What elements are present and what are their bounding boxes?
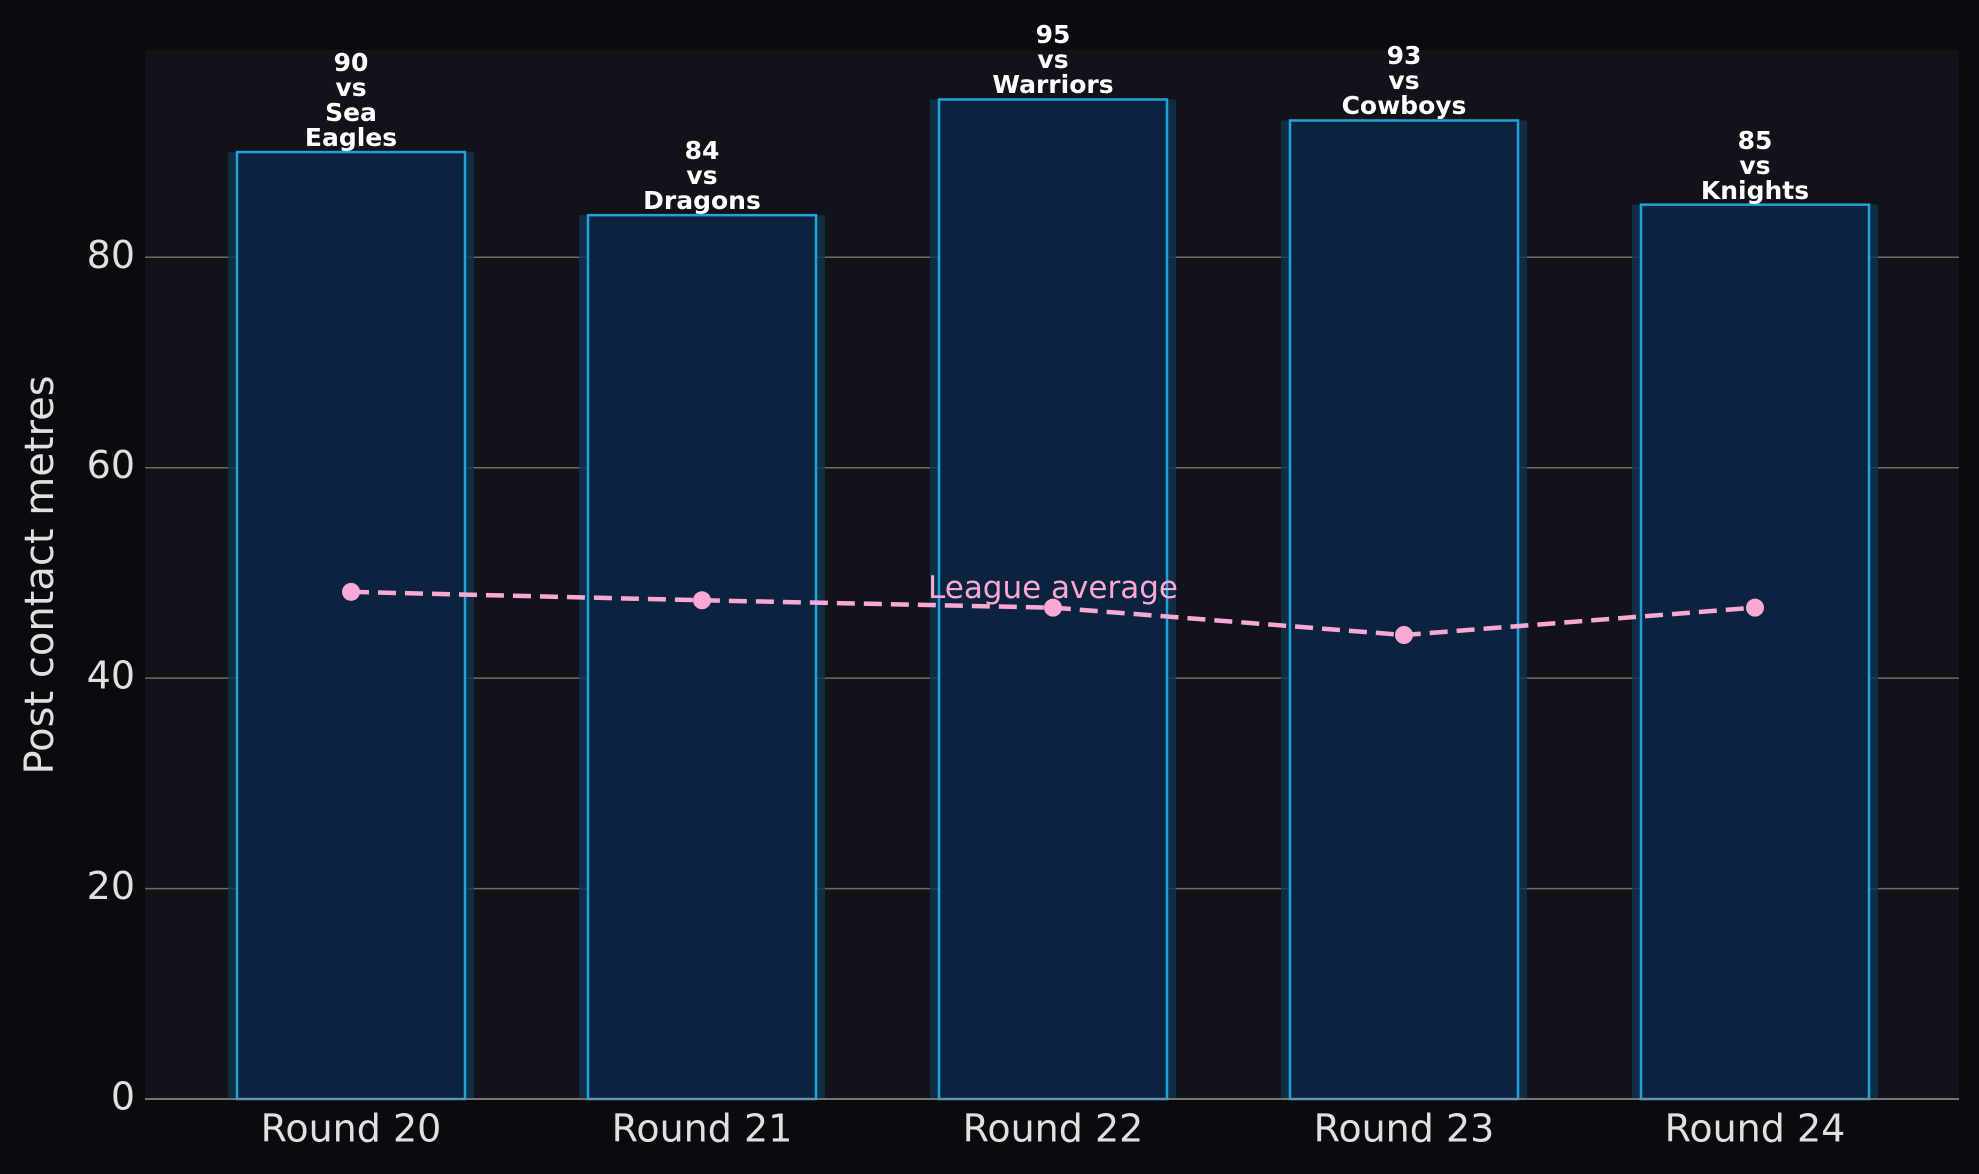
y-tick-label: 60 (87, 443, 135, 487)
value-label: 85 vs Knights (1700, 125, 1810, 205)
line-annotation: League average (928, 570, 1178, 606)
x-tick-label: Round 24 (1665, 1107, 1846, 1151)
line-point (1395, 625, 1413, 644)
bar (1639, 203, 1871, 1101)
bar (586, 213, 818, 1101)
value-label: 95 vs Warriors (992, 20, 1114, 100)
value-label: 84 vs Dragons (643, 136, 761, 216)
line-point (1746, 598, 1764, 617)
y-tick-label: 0 (111, 1075, 135, 1119)
line-point (342, 582, 360, 601)
x-tick-label: Round 22 (963, 1107, 1144, 1151)
y-tick-label: 40 (87, 654, 135, 698)
value-label: 90 vs Sea Eagles (304, 48, 398, 153)
x-tick-label: Round 20 (261, 1107, 442, 1151)
x-tick-label: Round 21 (612, 1107, 793, 1151)
bar (235, 150, 467, 1101)
line-point (693, 591, 711, 610)
y-tick-label: 80 (87, 233, 135, 277)
value-label: 93 vs Cowboys (1341, 41, 1467, 121)
line-point (1044, 598, 1062, 617)
y-tick-label: 20 (87, 864, 135, 908)
y-axis-label: Post contact metres (17, 375, 63, 774)
bar (1288, 119, 1520, 1101)
x-tick-label: Round 23 (1314, 1107, 1495, 1151)
